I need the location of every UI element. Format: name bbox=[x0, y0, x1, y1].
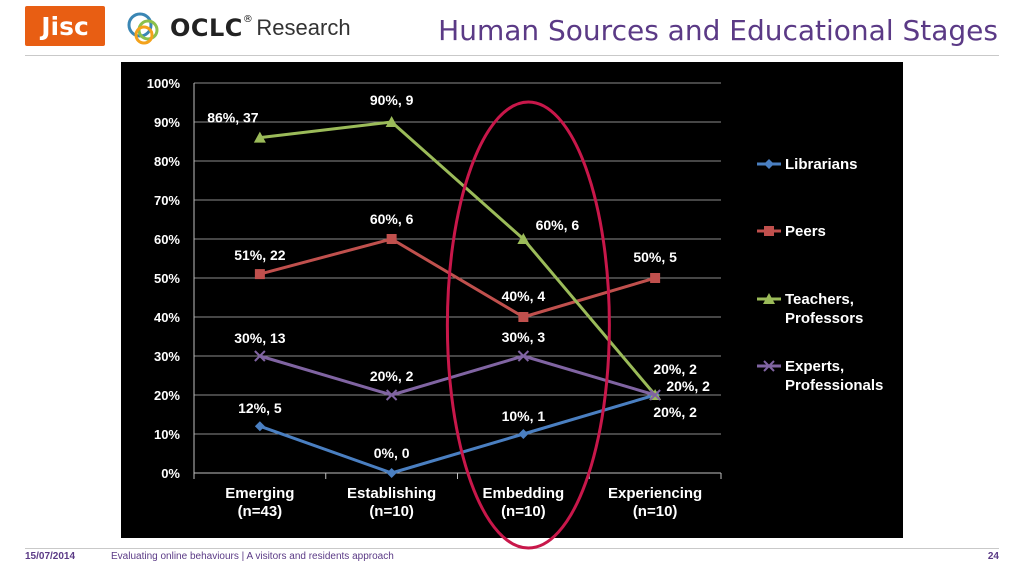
data-point bbox=[650, 273, 661, 283]
y-tick-label: 0% bbox=[161, 466, 180, 481]
data-point bbox=[254, 350, 266, 362]
y-tick-label: 80% bbox=[154, 154, 180, 169]
y-tick-label: 40% bbox=[154, 310, 180, 325]
x-tick-label: Experiencing bbox=[608, 485, 702, 502]
data-label: 51%, 22 bbox=[234, 247, 286, 263]
data-point bbox=[386, 468, 397, 478]
y-tick-label: 70% bbox=[154, 193, 180, 208]
data-label: 20%, 2 bbox=[653, 361, 697, 377]
y-tick-label: 100% bbox=[147, 76, 181, 91]
legend-label: Experts, bbox=[785, 358, 844, 375]
data-point bbox=[763, 293, 775, 304]
data-label: 12%, 5 bbox=[238, 400, 282, 416]
jisc-logo: Jisc bbox=[25, 6, 105, 46]
data-label: 86%, 37 bbox=[207, 110, 259, 126]
footer-date: 15/07/2014 bbox=[25, 551, 76, 562]
data-label: 20%, 2 bbox=[653, 404, 697, 420]
oclc-rings-icon bbox=[127, 12, 159, 45]
chart-panel: 0% 10% 20% 30% 40% 50% 60% 70% 80% 90% 100% Emergin… bbox=[121, 62, 903, 538]
oclc-research-logo: OCLC® Research bbox=[124, 8, 351, 48]
x-tick-label: (n=43) bbox=[238, 503, 283, 520]
legend-label: Peers bbox=[785, 223, 826, 240]
legend-label: Professionals bbox=[785, 377, 883, 394]
y-tick-label: 90% bbox=[154, 115, 180, 130]
data-label: 60%, 6 bbox=[370, 211, 414, 227]
footer-text: Evaluating online behaviours | A visitor… bbox=[111, 551, 394, 562]
y-tick-label: 50% bbox=[154, 271, 180, 286]
series-line bbox=[259, 354, 656, 397]
data-point bbox=[254, 269, 265, 280]
y-tick-label: 30% bbox=[154, 349, 180, 364]
data-label: 10%, 1 bbox=[502, 408, 546, 424]
data-label: 30%, 13 bbox=[234, 330, 286, 346]
data-label: 40%, 4 bbox=[502, 288, 546, 304]
page-title: Human Sources and Educational Stages bbox=[438, 14, 998, 47]
x-tick-label: (n=10) bbox=[369, 503, 414, 520]
data-point bbox=[518, 312, 529, 322]
data-point bbox=[518, 429, 529, 439]
data-point bbox=[253, 131, 266, 143]
footer-divider bbox=[25, 548, 999, 549]
data-point bbox=[385, 116, 398, 127]
x-tick-label: Emerging bbox=[225, 485, 294, 502]
data-label: 30%, 3 bbox=[502, 329, 546, 345]
data-point bbox=[386, 234, 397, 244]
x-tick-label: Establishing bbox=[347, 485, 436, 502]
data-label: 0%, 0 bbox=[374, 445, 410, 461]
data-point bbox=[649, 389, 661, 401]
y-tick-label: 20% bbox=[154, 388, 180, 403]
line-chart: 0% 10% 20% 30% 40% 50% 60% 70% 80% 90% 100% Emergin… bbox=[147, 76, 884, 520]
legend-label: Librarians bbox=[785, 156, 858, 173]
page-number: 24 bbox=[987, 551, 999, 562]
oclc-wordmark: OCLC® bbox=[170, 14, 254, 42]
data-label: 90%, 9 bbox=[370, 92, 414, 108]
legend-label: Professors bbox=[785, 310, 863, 327]
y-tick-label: 60% bbox=[154, 232, 180, 247]
x-tick-label: Embedding bbox=[483, 485, 565, 502]
data-point bbox=[254, 421, 265, 432]
x-tick-label: (n=10) bbox=[501, 503, 546, 520]
y-tick-label: 10% bbox=[154, 427, 180, 442]
oclc-research-text: Research bbox=[256, 15, 351, 40]
data-label: 20%, 2 bbox=[370, 368, 414, 384]
data-point bbox=[764, 226, 774, 236]
data-point bbox=[764, 159, 774, 169]
header-divider bbox=[25, 55, 999, 56]
data-point bbox=[385, 389, 398, 401]
x-tick-label: (n=10) bbox=[633, 503, 678, 520]
data-label: 50%, 5 bbox=[633, 249, 677, 265]
legend-label: Teachers, bbox=[785, 291, 854, 308]
data-point bbox=[763, 360, 775, 372]
data-label: 20%, 2 bbox=[666, 378, 710, 394]
data-label: 60%, 6 bbox=[536, 217, 580, 233]
